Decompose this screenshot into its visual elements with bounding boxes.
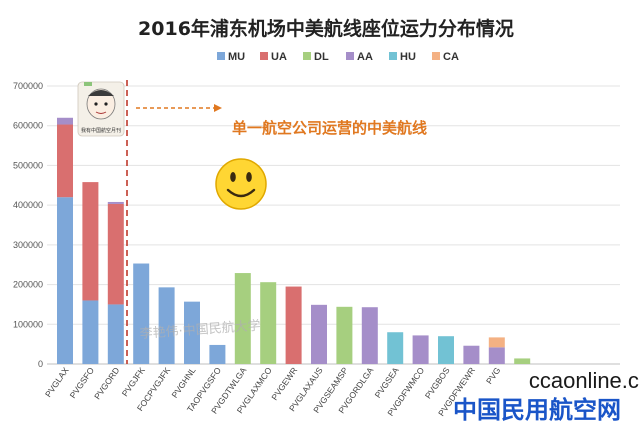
chart-title: 2016年浦东机场中美航线座位运力分布情况 — [138, 17, 514, 40]
bar-dl — [514, 358, 531, 364]
bar-mu — [184, 301, 200, 364]
bar-ua — [285, 286, 302, 364]
bar-dl — [234, 273, 251, 364]
bar-ua — [82, 182, 99, 301]
bar-mu — [209, 344, 226, 364]
bar-hu — [438, 336, 454, 364]
y-tick-label: 200000 — [13, 280, 43, 290]
y-tick-label: 500000 — [13, 160, 43, 170]
legend-label: HU — [400, 51, 416, 63]
site-url: ccaonline.cn — [529, 368, 640, 393]
bar-aa — [361, 307, 378, 364]
y-tick-label: 100000 — [13, 319, 43, 329]
legend-label: CA — [443, 51, 459, 63]
bar-mu — [158, 287, 175, 364]
y-tick-label: 700000 — [13, 81, 43, 91]
legend-swatch — [217, 52, 225, 60]
bar-mu — [82, 300, 99, 364]
bar-mu — [133, 263, 150, 364]
bar-aa — [57, 117, 73, 125]
sticker-caption: 我有中国航空月刊 — [81, 127, 121, 134]
x-axis: PVGLAXPVGSFOPVGORDPVGJFKFOCPVGJFKPVGHNLT… — [43, 365, 503, 418]
x-tick-label: PVG — [484, 365, 502, 385]
legend-swatch — [389, 52, 397, 60]
legend: MU UA DL AA HU CA — [217, 51, 459, 63]
y-tick-label: 600000 — [13, 121, 43, 131]
legend-label: DL — [314, 51, 329, 63]
bar-aa — [311, 304, 327, 364]
x-tick-label: PVGJFK — [120, 365, 147, 398]
bars — [57, 117, 531, 364]
bar-aa — [412, 335, 429, 364]
site-name: 中国民用航空网 — [453, 396, 621, 424]
legend-swatch — [303, 52, 311, 60]
bar-ua — [57, 124, 73, 198]
y-axis: 0 100000 200000 300000 400000 500000 600000 700… — [13, 81, 43, 369]
legend-swatch — [260, 52, 268, 60]
bar-hu — [387, 332, 404, 364]
legend-swatch — [346, 52, 354, 60]
bar-mu — [57, 197, 73, 364]
annotation-text: 单一航空公司运营的中美航线 — [232, 119, 427, 137]
legend-label: MU — [228, 51, 245, 63]
bar-ua — [107, 203, 124, 305]
y-tick-label: 300000 — [13, 240, 43, 250]
bar-aa — [488, 347, 505, 364]
bar-dl — [336, 306, 353, 364]
annotation-arrow — [136, 104, 222, 112]
y-tick-label: 400000 — [13, 200, 43, 210]
x-tick-label: PVGORD — [92, 365, 121, 401]
bar-aa — [463, 345, 480, 364]
sticker: 我有中国航空月刊 — [77, 81, 125, 137]
bar-aa — [107, 201, 124, 204]
legend-label: UA — [271, 51, 287, 63]
x-tick-label: PVGLAX — [43, 365, 71, 399]
y-tick-label: 0 — [38, 359, 43, 369]
legend-label: AA — [357, 51, 373, 63]
legend-swatch — [432, 52, 440, 60]
bar-mu — [107, 304, 124, 364]
bar-ca — [488, 337, 505, 348]
smiley-face-icon — [215, 158, 267, 210]
bar-dl — [260, 282, 277, 364]
